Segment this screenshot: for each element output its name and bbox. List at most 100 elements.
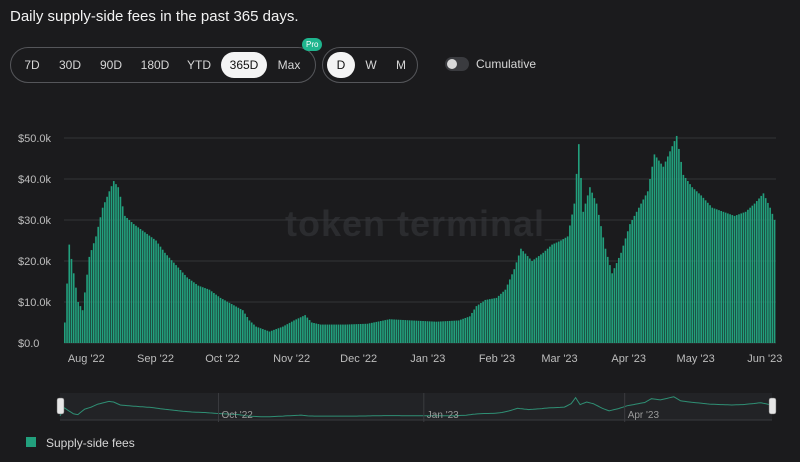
bar	[671, 146, 674, 343]
bar	[310, 322, 313, 343]
bar	[335, 324, 338, 343]
bar	[201, 287, 204, 343]
bar	[522, 251, 524, 343]
bar	[718, 210, 720, 343]
bar	[259, 328, 262, 343]
bar	[520, 248, 522, 343]
bar	[473, 309, 476, 343]
navigator-handle-left[interactable]	[56, 397, 65, 415]
bar	[609, 265, 611, 343]
bar	[413, 320, 415, 343]
bar	[233, 305, 235, 343]
cumulative-toggle[interactable]	[445, 57, 469, 71]
bar	[524, 253, 527, 343]
bar	[428, 321, 431, 343]
bar	[693, 189, 696, 343]
bar	[115, 184, 117, 344]
bar	[411, 320, 413, 343]
bar	[368, 323, 371, 343]
range-button-ytd[interactable]: YTD	[187, 58, 211, 72]
bar	[197, 285, 200, 343]
bar	[655, 157, 658, 343]
bar	[691, 187, 694, 343]
bar	[598, 214, 600, 344]
bar	[364, 323, 367, 343]
bar	[727, 213, 729, 343]
bar	[562, 239, 565, 343]
bar	[275, 329, 278, 343]
legend-swatch	[26, 437, 36, 447]
bar	[86, 274, 88, 343]
bar	[506, 284, 509, 343]
y-tick-label: $30.0k	[18, 215, 52, 227]
bar	[206, 288, 209, 343]
bar	[500, 293, 502, 343]
bar	[753, 203, 756, 343]
bar	[137, 227, 140, 343]
range-button-180d[interactable]: 180D	[140, 58, 170, 72]
bar	[204, 288, 206, 343]
bar	[324, 324, 326, 343]
bar	[153, 238, 155, 343]
bar	[698, 193, 700, 343]
range-button-365d[interactable]: 365D	[221, 52, 267, 78]
bar	[173, 262, 175, 343]
bar	[391, 319, 393, 343]
bar	[493, 298, 496, 343]
bar	[257, 327, 260, 343]
bar	[135, 225, 137, 343]
bar	[455, 320, 458, 343]
bar	[747, 209, 749, 343]
bar	[749, 207, 751, 343]
navigator-handle-right[interactable]	[768, 397, 777, 415]
granularity-button-w[interactable]: W	[365, 58, 377, 72]
bar	[242, 310, 244, 343]
bar	[513, 269, 516, 343]
bar	[624, 238, 627, 343]
range-selector: 7D 30D 90D 180D YTD 365D Max	[10, 47, 316, 83]
bar	[564, 237, 567, 343]
bar	[631, 220, 634, 343]
bar	[268, 331, 271, 343]
bar	[751, 205, 754, 343]
bar	[408, 320, 411, 343]
range-button-max[interactable]: Max	[277, 58, 301, 72]
bar	[157, 243, 160, 343]
granularity-button-d[interactable]: D	[327, 52, 355, 78]
bar	[700, 195, 702, 343]
range-button-7d[interactable]: 7D	[24, 58, 40, 72]
bar	[377, 321, 380, 343]
bar	[290, 321, 293, 343]
legend-label[interactable]: Supply-side fees	[46, 436, 135, 450]
bar	[453, 320, 456, 343]
bar	[117, 187, 120, 343]
bar	[270, 330, 273, 343]
bar	[193, 282, 195, 343]
bar	[362, 323, 364, 343]
bar	[404, 320, 407, 343]
bar	[680, 161, 682, 343]
bar	[773, 220, 776, 343]
bar	[664, 161, 667, 343]
bar	[177, 267, 180, 343]
bar	[675, 135, 678, 343]
range-button-90d[interactable]: 90D	[99, 58, 122, 72]
bar	[168, 257, 171, 343]
bar	[248, 320, 251, 343]
range-button-30d[interactable]: 30D	[58, 58, 81, 72]
bar	[709, 205, 711, 343]
bar	[221, 299, 224, 343]
bar	[435, 321, 438, 343]
bar	[141, 230, 144, 343]
granularity-button-m[interactable]: M	[396, 58, 406, 72]
bar	[662, 166, 665, 343]
bar	[130, 222, 133, 343]
bar	[357, 324, 360, 343]
bar	[190, 280, 193, 343]
bar	[128, 220, 131, 343]
bar	[302, 316, 304, 343]
x-tick-label: Sep '22	[137, 353, 174, 365]
bar	[626, 231, 629, 343]
bar	[213, 292, 215, 343]
